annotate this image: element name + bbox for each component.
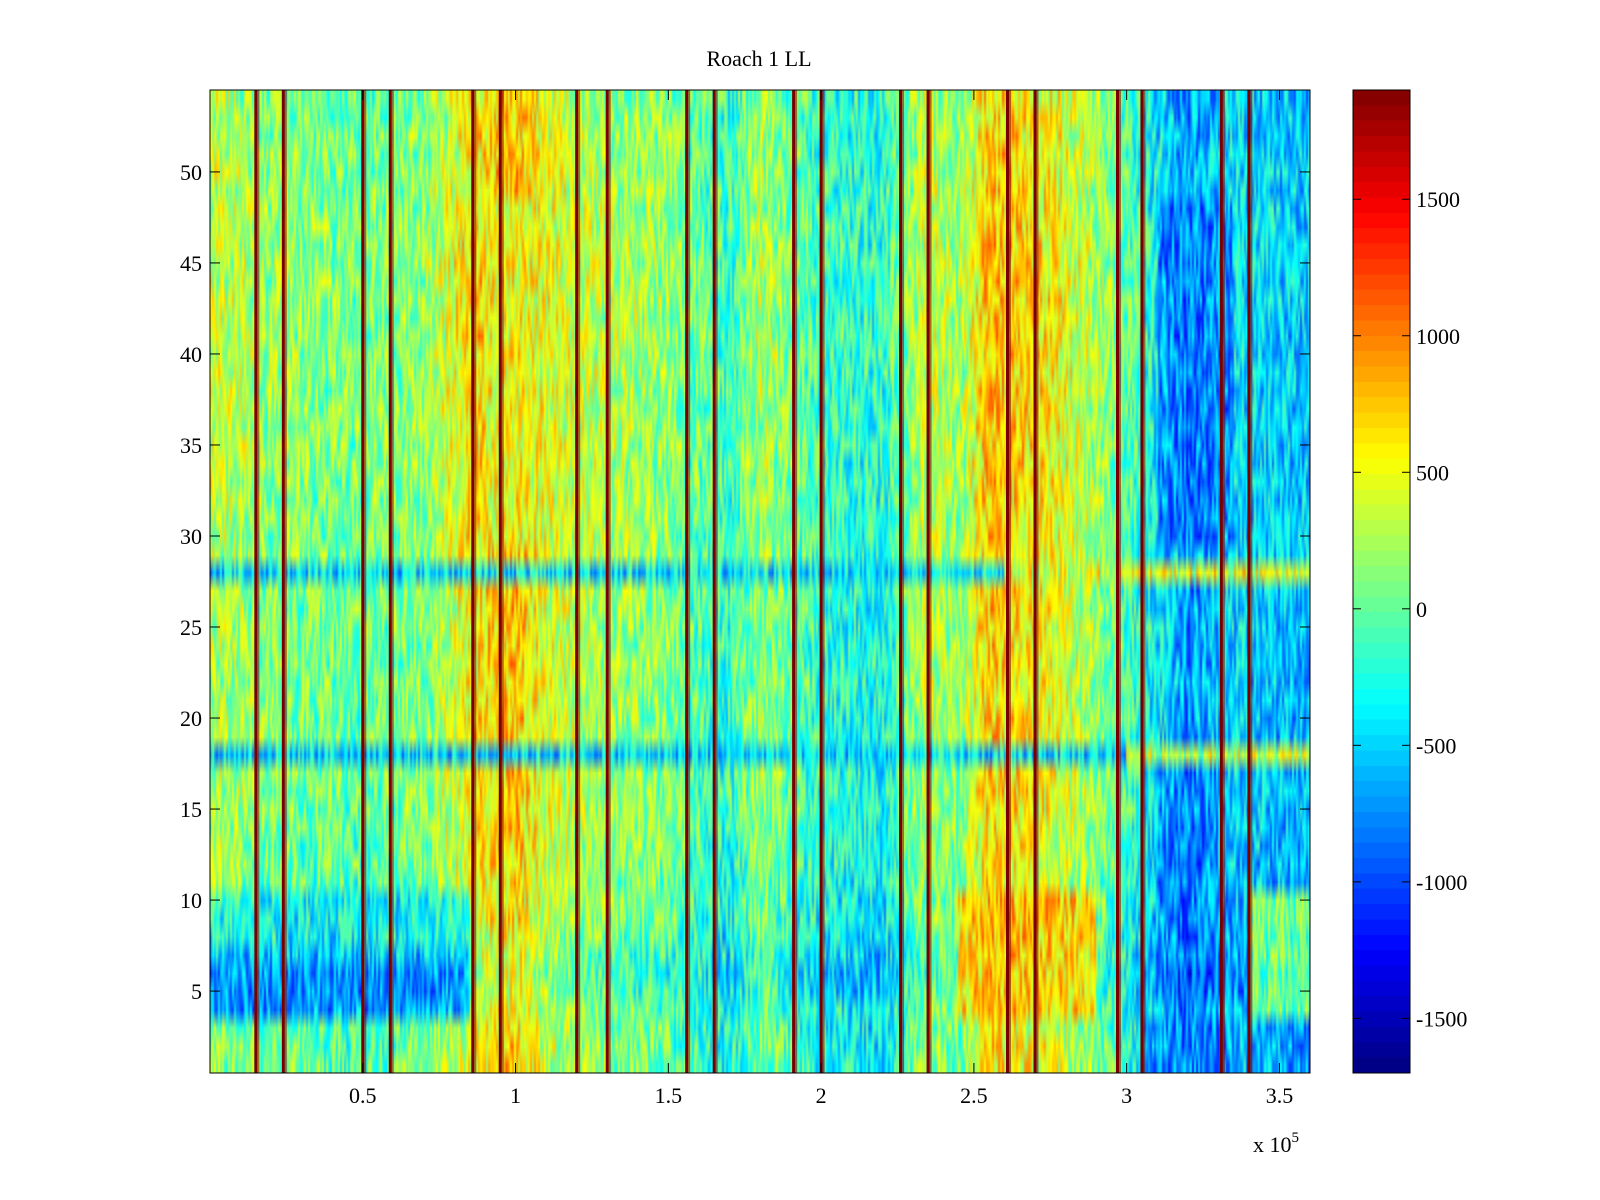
vertical-stripe-2 (361, 90, 365, 1073)
y-tick-label-5: 30 (180, 524, 202, 549)
x-tick-label-0: 0.5 (349, 1083, 377, 1108)
vertical-stripe-edge-1 (284, 90, 287, 1073)
x-tick-label-4: 2.5 (960, 1083, 988, 1108)
vertical-stripe-9 (712, 90, 716, 1073)
colorbar-tick-label-0: -1500 (1416, 1006, 1467, 1031)
vertical-stripe-13 (926, 90, 930, 1073)
vertical-stripe-16 (1116, 90, 1119, 1073)
colorbar-gradient (1353, 90, 1410, 1073)
y-tick-label-4: 25 (180, 615, 202, 640)
x-tick-label-5: 3 (1121, 1083, 1132, 1108)
x-tick-label-3: 2 (816, 1083, 827, 1108)
x-exponent-label: x 105 (1253, 1130, 1299, 1157)
x-tick-label-1: 1 (510, 1083, 521, 1108)
vertical-stripe-edge-4 (474, 90, 477, 1073)
vertical-stripe-3 (388, 90, 392, 1073)
vertical-stripe-layer (254, 90, 1253, 1073)
vertical-stripe-15 (1033, 90, 1037, 1073)
vertical-stripe-edge-18 (1222, 90, 1225, 1073)
y-tick-label-6: 35 (180, 433, 202, 458)
vertical-stripe-edge-17 (1143, 90, 1146, 1073)
colorbar-tick-label-1: -1000 (1416, 870, 1467, 895)
colorbar: -1500 -1000 -500 0 500 1000 1500 (1352, 89, 1467, 1074)
vertical-stripe-edge-16 (1119, 90, 1121, 1073)
vertical-stripe-edge-14 (1009, 90, 1011, 1073)
vertical-stripe-edge-8 (688, 90, 691, 1073)
vertical-stripe-12 (899, 90, 903, 1073)
vertical-stripe-edge-9 (715, 90, 718, 1073)
y-tick-label-8: 45 (180, 251, 202, 276)
vertical-stripe-edge-0 (257, 90, 260, 1073)
vertical-stripe-14 (1006, 90, 1009, 1073)
vertical-stripe-18 (1219, 90, 1223, 1073)
vertical-stripe-edge-6 (578, 90, 581, 1073)
x-tick-label-6: 3.5 (1266, 1083, 1294, 1108)
y-axis: 5 10 15 20 25 30 35 40 45 50 (180, 160, 1310, 1004)
vertical-stripe-0 (254, 90, 258, 1073)
colorbar-tick-label-4: 500 (1416, 460, 1449, 485)
vertical-stripe-edge-13 (929, 90, 932, 1073)
colorbar-tick-label-5: 1000 (1416, 324, 1460, 349)
y-tick-label-2: 15 (180, 797, 202, 822)
vertical-stripe-10 (792, 90, 796, 1073)
colorbar-tick-label-2: -500 (1416, 733, 1456, 758)
vertical-stripe-8 (685, 90, 689, 1073)
vertical-stripe-edge-19 (1250, 90, 1253, 1073)
heatmap-plot-area: 0.5 1 1.5 2 2.5 3 3.5 5 10 15 20 25 30 35 40 45 50 (180, 89, 1311, 1108)
vertical-stripe-edge-7 (608, 90, 611, 1073)
vertical-stripe-edge-12 (902, 90, 905, 1073)
y-tick-label-7: 40 (180, 342, 202, 367)
vertical-stripe-11 (819, 90, 823, 1073)
y-tick-label-1: 10 (180, 888, 202, 913)
colorbar-frame (1352, 89, 1411, 1074)
vertical-stripe-edge-5 (501, 90, 504, 1073)
plot-frame (209, 89, 1311, 1074)
vertical-stripe-4 (471, 90, 475, 1073)
vertical-stripe-6 (575, 90, 579, 1073)
vertical-stripe-19 (1247, 90, 1251, 1073)
vertical-stripe-edge-10 (795, 90, 798, 1073)
chart-title: Roach 1 LL (706, 46, 811, 71)
vertical-stripe-7 (605, 90, 609, 1073)
y-tick-label-0: 5 (191, 979, 202, 1004)
vertical-stripe-edge-11 (822, 90, 825, 1073)
colorbar-tick-label-3: 0 (1416, 597, 1427, 622)
colorbar-tick-label-6: 1500 (1416, 187, 1460, 212)
y-tick-label-9: 50 (180, 160, 202, 185)
vertical-stripe-1 (281, 90, 285, 1073)
vertical-stripe-edge-15 (1036, 90, 1039, 1073)
x-tick-label-2: 1.5 (655, 1083, 683, 1108)
vertical-stripe-17 (1140, 90, 1144, 1073)
colorbar-axis: -1500 -1000 -500 0 500 1000 1500 (1353, 187, 1467, 1031)
vertical-stripe-edge-2 (364, 90, 367, 1073)
y-tick-label-3: 20 (180, 706, 202, 731)
vertical-stripe-5 (498, 90, 502, 1073)
x-axis: 0.5 1 1.5 2 2.5 3 3.5 (349, 90, 1293, 1108)
vertical-stripe-edge-3 (391, 90, 394, 1073)
x-exponent-power: 5 (1292, 1130, 1300, 1146)
